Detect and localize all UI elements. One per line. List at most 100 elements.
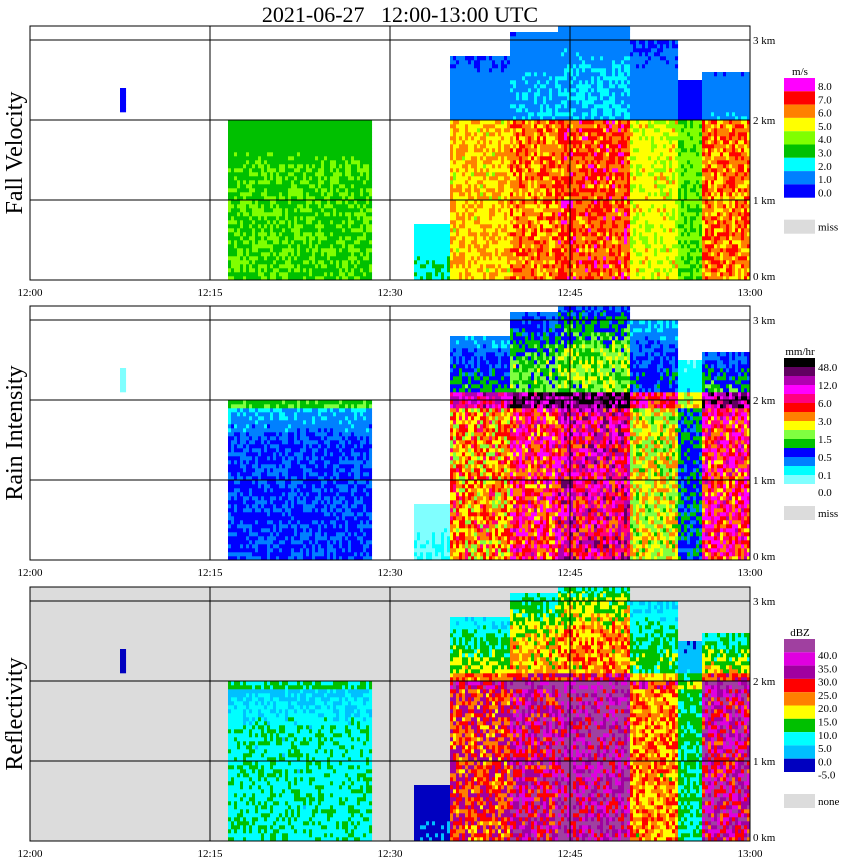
radar-cell: [306, 200, 309, 204]
radar-cell: [501, 208, 504, 212]
radar-cell: [561, 88, 564, 92]
radar-cell: [312, 120, 315, 124]
radar-cell: [360, 212, 363, 216]
radar-cell: [525, 108, 528, 112]
radar-cell: [591, 80, 594, 84]
radar-cell: [327, 224, 330, 228]
radar-cell: [468, 224, 471, 228]
radar-cell: [291, 256, 294, 260]
radar-cell: [327, 232, 330, 236]
radar-cell: [282, 160, 285, 164]
radar-cell: [429, 228, 432, 232]
radar-cell: [549, 64, 552, 68]
radar-cell: [492, 100, 495, 104]
radar-cell: [231, 128, 234, 132]
radar-cell: [507, 104, 510, 108]
radar-cell: [231, 224, 234, 228]
radar-cell: [561, 252, 564, 256]
radar-cell: [531, 252, 534, 256]
radar-cell: [246, 264, 249, 268]
radar-cell: [534, 248, 537, 252]
radar-cell: [552, 248, 555, 252]
radar-cell: [348, 200, 351, 204]
radar-cell: [546, 148, 549, 152]
radar-cell: [315, 216, 318, 220]
radar-cell: [366, 156, 369, 160]
radar-cell: [516, 212, 519, 216]
radar-cell: [462, 256, 465, 260]
radar-cell: [459, 164, 462, 168]
radar-cell: [516, 88, 519, 92]
radar-cell: [231, 228, 234, 232]
radar-cell: [510, 96, 513, 100]
radar-cell: [528, 188, 531, 192]
radar-cell: [519, 260, 522, 264]
radar-cell: [531, 56, 534, 60]
radar-cell: [501, 72, 504, 76]
radar-cell: [507, 128, 510, 132]
radar-cell: [459, 180, 462, 184]
radar-cell: [279, 236, 282, 240]
radar-cell: [279, 164, 282, 168]
radar-cell: [522, 228, 525, 232]
radar-cell: [450, 132, 453, 136]
radar-cell: [588, 96, 591, 100]
radar-cell: [501, 128, 504, 132]
radar-cell: [366, 236, 369, 240]
radar-cell: [462, 208, 465, 212]
radar-cell: [555, 100, 558, 104]
radar-cell: [357, 128, 360, 132]
radar-cell: [237, 192, 240, 196]
radar-cell: [468, 188, 471, 192]
radar-cell: [528, 124, 531, 128]
radar-cell: [477, 124, 480, 128]
radar-cell: [450, 216, 453, 220]
radar-cell: [303, 124, 306, 128]
radar-cell: [363, 120, 366, 124]
radar-cell: [480, 184, 483, 188]
radar-cell: [291, 260, 294, 264]
radar-cell: [306, 212, 309, 216]
radar-cell: [543, 140, 546, 144]
radar-cell: [321, 152, 324, 156]
radar-cell: [342, 156, 345, 160]
radar-cell: [237, 216, 240, 220]
radar-cell: [459, 232, 462, 236]
radar-cell: [498, 100, 501, 104]
radar-cell: [474, 68, 477, 72]
radar-cell: [525, 268, 528, 272]
radar-cell: [513, 204, 516, 208]
radar-cell: [558, 68, 561, 72]
radar-cell: [267, 164, 270, 168]
radar-cell: [327, 160, 330, 164]
radar-cell: [564, 26, 567, 30]
radar-cell: [339, 240, 342, 244]
radar-cell: [498, 248, 501, 252]
radar-cell: [504, 236, 507, 240]
radar-cell: [510, 236, 513, 240]
radar-cell: [345, 184, 348, 188]
radar-cell: [471, 124, 474, 128]
radar-cell: [543, 136, 546, 140]
radar-cell: [579, 144, 582, 148]
radar-cell: [519, 272, 522, 276]
radar-cell: [552, 136, 555, 140]
radar-cell: [465, 256, 468, 260]
radar-cell: [477, 56, 480, 60]
radar-cell: [252, 120, 255, 124]
radar-cell: [291, 236, 294, 240]
radar-cell: [468, 84, 471, 88]
radar-cell: [558, 44, 561, 48]
radar-cell: [453, 260, 456, 264]
radar-cell: [279, 156, 282, 160]
radar-cell: [264, 244, 267, 248]
radar-cell: [327, 192, 330, 196]
radar-cell: [273, 176, 276, 180]
radar-cell: [489, 244, 492, 248]
radar-cell: [516, 100, 519, 104]
radar-cell: [537, 236, 540, 240]
radar-cell: [327, 248, 330, 252]
radar-cell: [525, 144, 528, 148]
radar-cell: [351, 136, 354, 140]
radar-cell: [558, 156, 561, 160]
